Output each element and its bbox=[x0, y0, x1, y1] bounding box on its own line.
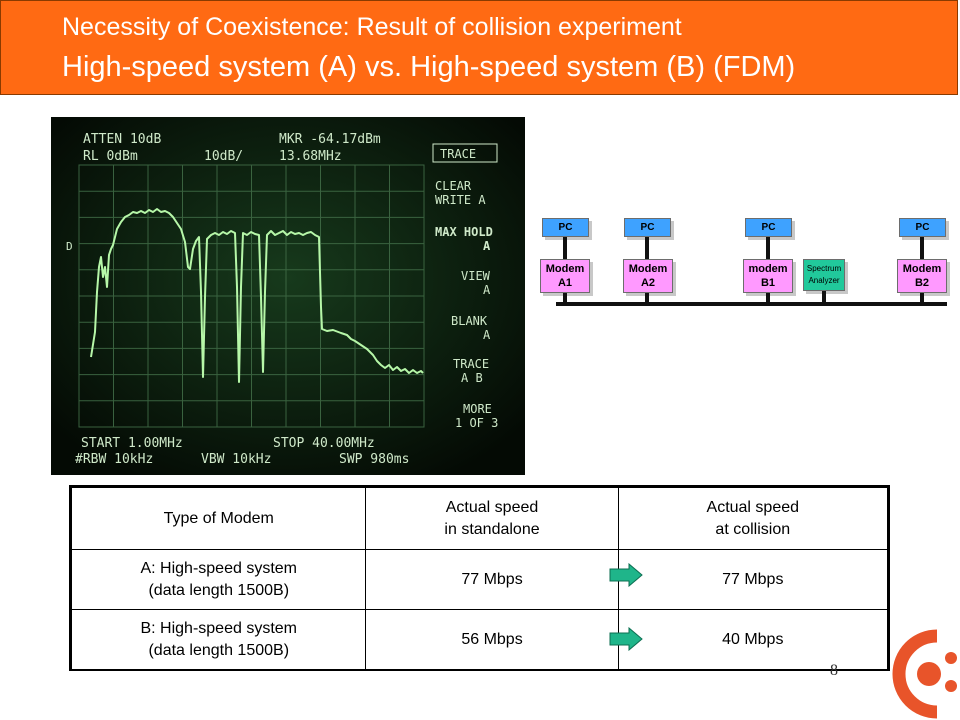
scope-marker-freq: 13.68MHz bbox=[279, 149, 342, 164]
table-row: B: High-speed system (data length 1500B)… bbox=[70, 609, 889, 670]
scope-trace-key: TRACE bbox=[440, 147, 476, 161]
header-type-of-modem: Type of Modem bbox=[70, 487, 367, 550]
link-line bbox=[563, 237, 567, 259]
scope-start-freq: START 1.00MHz bbox=[81, 436, 183, 451]
modem-a2-box: Modem A2 bbox=[623, 259, 673, 293]
title-banner: Necessity of Coexistence: Result of coll… bbox=[0, 0, 958, 95]
scope-menu-trace-value: A B bbox=[461, 371, 483, 385]
right-arrow-icon bbox=[609, 627, 643, 651]
link-line bbox=[645, 237, 649, 259]
scope-menu-blank-value: A bbox=[483, 328, 491, 342]
scope-detector-label: D bbox=[66, 240, 73, 253]
header-standalone-speed: Actual speed in standalone bbox=[365, 487, 619, 550]
pc-box-b2: PC bbox=[899, 218, 946, 237]
modem-a1-box: Modem A1 bbox=[540, 259, 590, 293]
scope-vbw: VBW 10kHz bbox=[201, 452, 271, 467]
scope-menu-view: VIEW bbox=[461, 269, 491, 283]
scope-menu-maxhold-value: A bbox=[483, 239, 491, 253]
scope-menu-maxhold: MAX HOLD bbox=[435, 225, 493, 239]
scope-scale: 10dB/ bbox=[204, 149, 243, 164]
power-line-bus bbox=[556, 302, 947, 306]
link-line bbox=[766, 293, 770, 303]
pc-box-a2: PC bbox=[624, 218, 671, 237]
link-line bbox=[920, 237, 924, 259]
scope-menu-view-value: A bbox=[483, 283, 491, 297]
link-line bbox=[822, 291, 826, 303]
scope-menu-more: MORE bbox=[463, 402, 492, 416]
scope-stop-freq: STOP 40.00MHz bbox=[273, 436, 375, 451]
row-a-standalone: 77 Mbps bbox=[365, 549, 619, 610]
slide-title: Necessity of Coexistence: Result of coll… bbox=[62, 13, 682, 41]
modem-b2-box: Modem B2 bbox=[897, 259, 947, 293]
scope-menu-clear-value: WRITE A bbox=[435, 193, 486, 207]
spectrum-analyzer-photo: ATTEN 10dB RL 0dBm 10dB/ MKR -64.17dBm 1… bbox=[51, 117, 525, 475]
slide-subtitle: High-speed system (A) vs. High-speed sys… bbox=[62, 51, 796, 83]
scope-menu-trace: TRACE bbox=[453, 357, 489, 371]
link-line bbox=[645, 293, 649, 303]
page-number: 8 bbox=[830, 662, 838, 679]
scope-rbw: #RBW 10kHz bbox=[75, 452, 153, 467]
spectrum-analyzer-box: Spectrum Analyzer bbox=[803, 259, 845, 291]
scope-sweep: SWP 980ms bbox=[339, 452, 409, 467]
modem-b1-box: modem B1 bbox=[743, 259, 793, 293]
scope-menu-more-value: 1 OF 3 bbox=[455, 416, 498, 430]
scope-menu-clear: CLEAR bbox=[435, 179, 472, 193]
link-line bbox=[920, 293, 924, 303]
company-logo-icon bbox=[892, 629, 957, 719]
pc-box-a1: PC bbox=[542, 218, 589, 237]
results-table: Type of Modem Actual speed in standalone… bbox=[70, 487, 889, 670]
row-b-standalone: 56 Mbps bbox=[365, 609, 619, 670]
row-a-type: A: High-speed system (data length 1500B) bbox=[70, 549, 367, 610]
scope-menu-blank: BLANK bbox=[451, 314, 488, 328]
table-header-row: Type of Modem Actual speed in standalone… bbox=[70, 487, 889, 550]
scope-ref-level: RL 0dBm bbox=[83, 149, 138, 164]
scope-atten: ATTEN 10dB bbox=[83, 132, 161, 147]
test-setup-diagram: PC Modem A1 PC Modem A2 PC modem B1 Spec… bbox=[530, 205, 955, 315]
spectrum-trace bbox=[90, 208, 424, 383]
link-line bbox=[563, 293, 567, 303]
table-row: A: High-speed system (data length 1500B)… bbox=[70, 549, 889, 610]
row-a-collision: 77 Mbps bbox=[617, 549, 889, 610]
link-line bbox=[766, 237, 770, 259]
header-collision-speed: Actual speed at collision bbox=[617, 487, 889, 550]
right-arrow-icon bbox=[609, 563, 643, 587]
pc-box-b1: PC bbox=[745, 218, 792, 237]
row-b-collision: 40 Mbps bbox=[617, 609, 889, 670]
row-b-type: B: High-speed system (data length 1500B) bbox=[70, 609, 367, 670]
scope-marker-level: MKR -64.17dBm bbox=[279, 132, 381, 147]
